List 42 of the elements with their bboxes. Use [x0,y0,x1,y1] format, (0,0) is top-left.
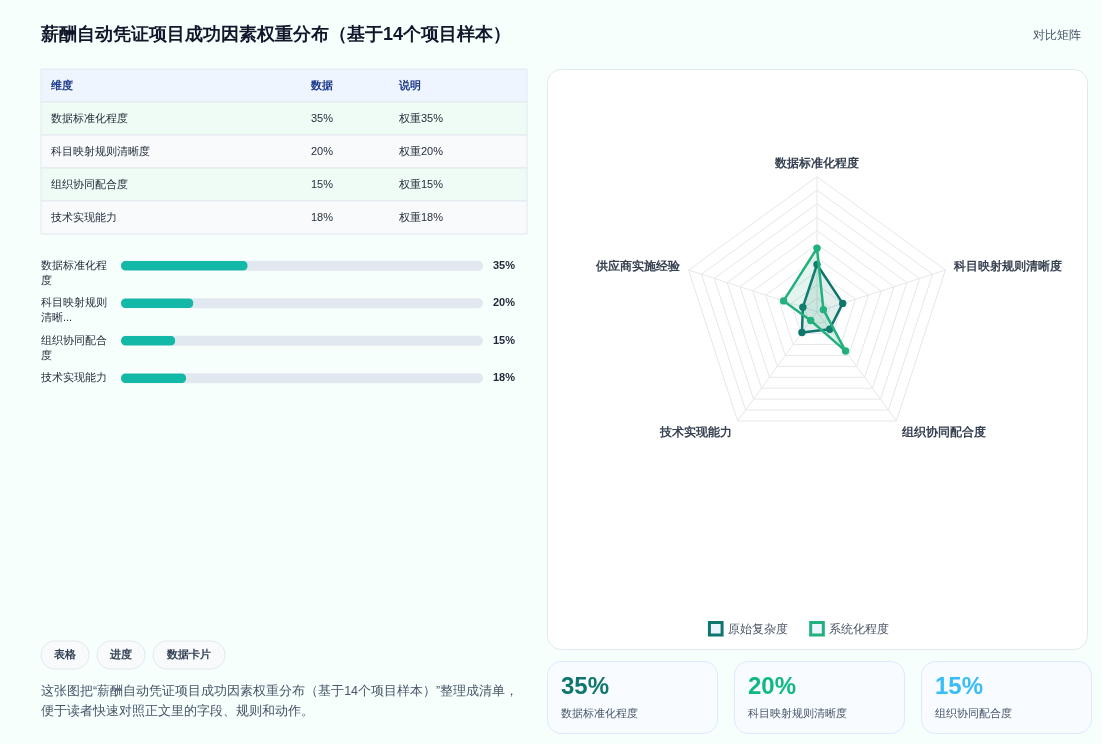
text: 薪酬自动凭证项目成功因素权重分布（基于14个项目样本） [40,24,512,44]
category-label: 科目映射规则清晰度 [51,144,150,157]
text: 20% [311,144,334,157]
text: 20% [748,672,797,699]
y-tick-label: 数据标准化程度 [41,258,107,286]
category-label: 组织协同配合度 [51,177,128,190]
spoke-label: 技术实现能力 [659,424,733,439]
text: 35% [311,111,334,124]
data-label: 15% [493,333,516,346]
y-tick-label: 技术实现能力 [40,371,107,384]
data-label: 35% [493,258,516,271]
spoke-label: 数据标准化程度 [774,156,859,171]
text: 这张图把“薪酬自动凭证项目成功因素权重分布（基于14个项目样本）”整理成清单，便于读者快速对照正文里的字段、规则和动作。 [41,684,519,718]
data-label: 18% [493,371,516,384]
text: 权重20% [398,144,444,157]
text: 表格 [53,648,77,660]
text: 15% [311,177,334,190]
category-label: 数据标准化程度 [561,707,638,719]
text: 权重35% [398,111,444,124]
text: 说明 [398,78,421,91]
text: 对比矩阵 [1033,28,1081,42]
text: 进度 [109,648,132,660]
spoke-label: 组织协同配合度 [900,424,986,439]
category-label: 技术实现能力 [50,210,117,223]
text: 权重15% [398,177,444,190]
spoke-label: 供应商实施经验 [594,258,681,273]
y-tick-label: 组织协同配合度 [41,333,107,361]
text: 15% [935,672,984,699]
text: 数据 [310,78,333,91]
spoke-label: 科目映射规则清晰度 [953,258,1063,273]
text: 权重18% [398,210,444,223]
text: 35% [561,672,610,699]
y-tick-label: 科目映射规则清晰... [41,296,107,324]
text: 数据卡片 [166,648,211,660]
text: 18% [311,210,334,223]
legend-label: 系统化程度 [829,621,890,636]
legend-label: 原始复杂度 [727,621,788,636]
data-label: 20% [493,296,516,309]
category-label: 科目映射规则清晰度 [748,707,847,719]
text: 维度 [50,78,73,91]
category-label: 数据标准化程度 [51,111,128,124]
category-label: 组织协同配合度 [935,707,1012,719]
